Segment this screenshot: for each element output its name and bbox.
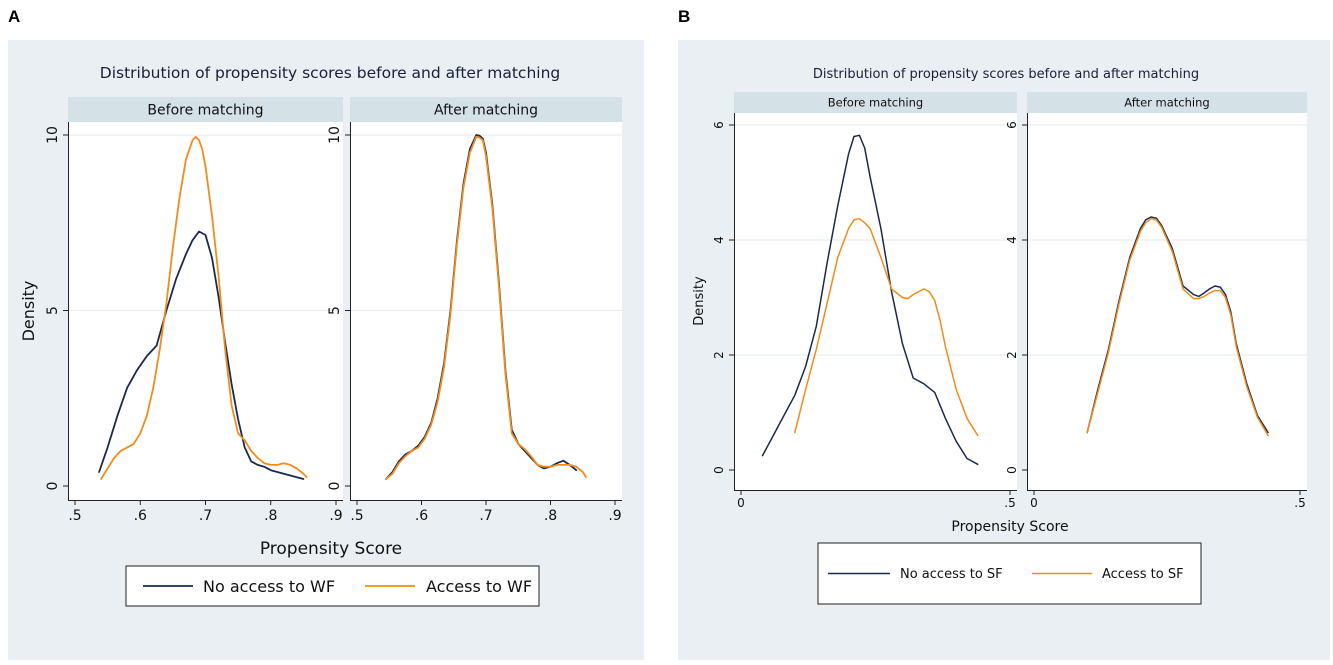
series-line-no-access <box>98 230 305 480</box>
legend-box <box>125 565 540 607</box>
x-tick-label: .8 <box>544 508 557 524</box>
x-tick-label: .5 <box>350 508 363 524</box>
facet-label: Before matching <box>828 96 923 110</box>
facet-label: After matching <box>434 103 538 119</box>
x-tick-label: .6 <box>415 508 428 524</box>
y-tick-label: 6 <box>712 121 726 129</box>
y-tick-label: 10 <box>45 126 61 144</box>
x-axis-title: Propensity Score <box>951 519 1068 535</box>
legend-label: Access to SF <box>1102 567 1184 582</box>
x-tick-label: 0 <box>1030 496 1038 510</box>
panel-letter: A <box>8 7 20 26</box>
chart-title: Distribution of propensity scores before… <box>100 64 560 82</box>
panel-letter: B <box>678 7 690 26</box>
y-tick-label: 5 <box>327 306 343 315</box>
y-tick-label: 0 <box>327 482 343 491</box>
y-tick-label: 10 <box>327 126 343 144</box>
facet-strip <box>734 92 1017 113</box>
plot-area <box>1027 113 1307 490</box>
x-tick-label: .9 <box>329 508 342 524</box>
x-axis-title: Propensity Score <box>260 539 402 559</box>
legend-label: Access to WF <box>426 577 532 596</box>
legend: No access to SF Access to SF <box>817 542 1202 605</box>
legend-label: No access to WF <box>203 577 335 596</box>
x-tick-label: 0 <box>737 496 745 510</box>
plot-area <box>734 113 1017 490</box>
y-tick-label: 0 <box>1005 466 1019 474</box>
y-tick-label: 6 <box>1005 121 1019 129</box>
x-tick-label: .5 <box>1004 496 1015 510</box>
series-line-access <box>1086 217 1269 437</box>
chart-title: Distribution of propensity scores before… <box>813 67 1199 82</box>
x-tick-label: .7 <box>199 508 212 524</box>
facet-label: After matching <box>1124 96 1209 110</box>
x-tick-label: .5 <box>68 508 81 524</box>
series-line-access <box>385 135 587 480</box>
legend-label: No access to SF <box>900 567 1003 582</box>
series-line-access <box>794 217 979 437</box>
y-tick-label: 2 <box>1005 351 1019 359</box>
x-tick-label: .7 <box>479 508 492 524</box>
x-tick-label: .6 <box>134 508 147 524</box>
facet-strip <box>350 97 622 122</box>
y-tick-label: 5 <box>45 306 61 315</box>
y-axis-title: Density <box>19 281 38 342</box>
legend: No access to WF Access to WF <box>125 565 540 607</box>
y-axis-title: Density <box>692 276 707 326</box>
facet-strip <box>68 97 343 122</box>
facet-strip <box>1027 92 1307 113</box>
x-tick-label: .5 <box>1294 496 1305 510</box>
series-line-access <box>100 135 308 480</box>
y-tick-label: 0 <box>712 466 726 474</box>
facet-label: Before matching <box>147 103 263 119</box>
y-tick-label: 0 <box>45 482 61 491</box>
y-tick-label: 4 <box>712 236 726 244</box>
series-line-no-access <box>761 134 979 466</box>
x-tick-label: .9 <box>608 508 621 524</box>
y-tick-label: 2 <box>712 351 726 359</box>
series-line-no-access <box>385 134 578 480</box>
y-tick-label: 4 <box>1005 236 1019 244</box>
x-tick-label: .8 <box>264 508 277 524</box>
